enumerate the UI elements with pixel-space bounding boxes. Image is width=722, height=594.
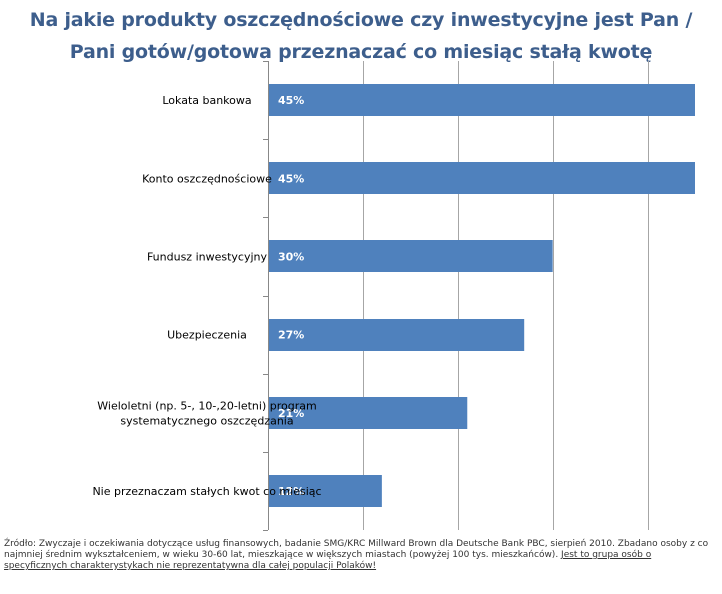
category-label-line: Lokata bankowa <box>162 94 251 107</box>
source-disclaimer-link[interactable]: Jest to grupa osób o specyficznych chara… <box>4 550 652 571</box>
bar <box>269 397 468 429</box>
chart-title-line-1: Na jakie produkty oszczędnościowe czy in… <box>29 9 693 31</box>
category-label: Wieloletni (np. 5-, 10-,20-letni) progra… <box>97 399 316 427</box>
category-label-line: Konto oszczędnościowe <box>142 172 272 185</box>
source-text: Źródło: Zwyczaje i oczekiwania dotyczące… <box>4 539 709 560</box>
category-label: Nie przeznaczam stałych kwot co miesiąc <box>92 485 321 498</box>
bar <box>269 475 382 507</box>
category-label-line: Fundusz inwestycyjny <box>147 250 268 263</box>
data-label: 21% <box>278 407 304 420</box>
chart-title-line-2: Pani gotów/gotowa przeznaczać co miesiąc… <box>69 41 653 63</box>
bar <box>269 319 525 351</box>
source-note: Źródło: Zwyczaje i oczekiwania dotyczące… <box>4 539 716 572</box>
category-label-line: Nie przeznaczam stałych kwot co miesiąc <box>92 485 321 498</box>
category-label: Lokata bankowa <box>162 94 251 107</box>
data-label: 45% <box>278 172 304 185</box>
data-label: 45% <box>278 94 304 107</box>
bar <box>269 84 695 116</box>
data-label: 12% <box>278 485 304 498</box>
category-label-line: systematycznego oszczędzania <box>120 414 293 427</box>
bar <box>269 240 553 272</box>
data-label: 30% <box>278 250 304 263</box>
category-label-line: Ubezpieczenia <box>167 329 247 342</box>
category-label-line: Wieloletni (np. 5-, 10-,20-letni) progra… <box>97 399 316 412</box>
category-label: Konto oszczędnościowe <box>142 172 272 185</box>
category-label: Ubezpieczenia <box>167 329 247 342</box>
category-label: Fundusz inwestycyjny <box>147 250 268 263</box>
data-label: 27% <box>278 329 304 342</box>
chart-title: Na jakie produkty oszczędnościowe czy in… <box>0 4 722 68</box>
bar <box>269 162 695 194</box>
